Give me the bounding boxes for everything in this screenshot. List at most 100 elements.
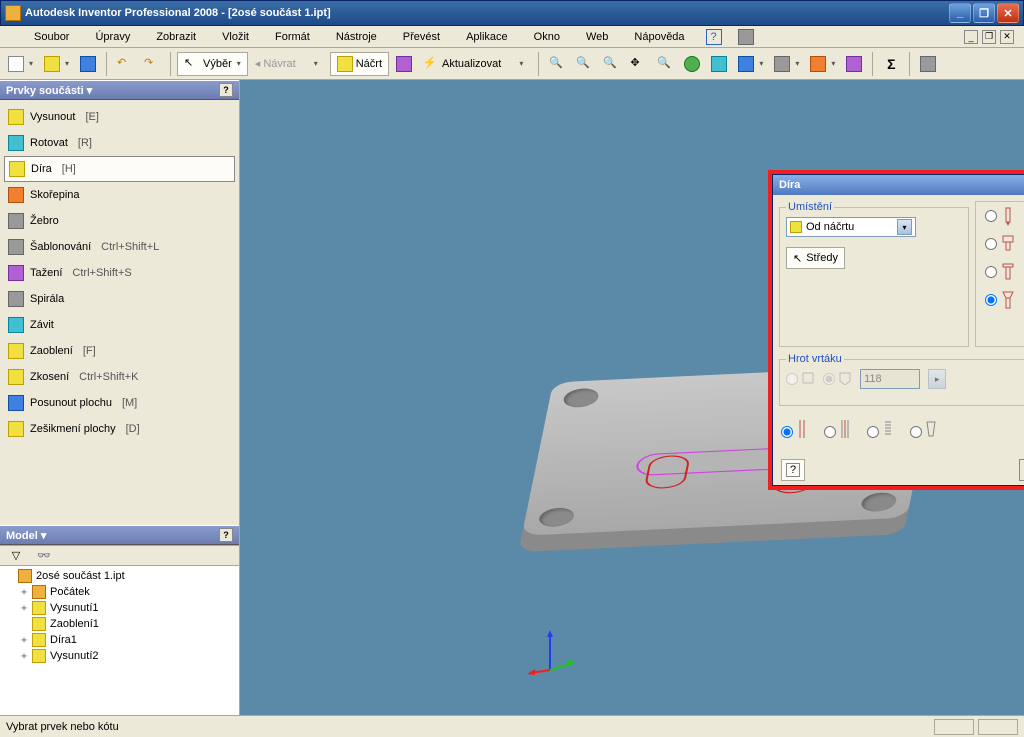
help-icon[interactable]: ?	[699, 25, 729, 49]
nacrt-button[interactable]: Náčrt	[330, 52, 389, 76]
feature-item[interactable]: Zaoblení[F]	[4, 338, 235, 364]
menu-soubor[interactable]: Soubor	[22, 29, 81, 45]
material-icon[interactable]	[842, 52, 866, 76]
dialog-titlebar[interactable]: Díra ✕	[773, 175, 1024, 195]
find-icon[interactable]: 👓	[32, 544, 56, 568]
zoom-window-icon[interactable]: 🔍	[572, 52, 596, 76]
select-button[interactable]: ↖Výběr	[177, 52, 248, 76]
mdi-restore[interactable]: ❐	[982, 30, 996, 44]
mdi-close[interactable]: ✕	[1000, 30, 1014, 44]
viewport[interactable]: Díra ✕ Umístění Od náčrtu ▾ ↖	[240, 80, 1024, 715]
zoom-dyn-icon[interactable]: 🔍	[599, 52, 623, 76]
menu-web[interactable]: Web	[574, 29, 620, 45]
shade-icon[interactable]	[770, 52, 803, 76]
tree-row[interactable]: +Vysunutí1	[4, 600, 235, 616]
zoom-all-icon[interactable]: 🔍	[545, 52, 569, 76]
feature-item[interactable]: Spirála	[4, 286, 235, 312]
orbit-icon[interactable]	[680, 52, 704, 76]
menu-format[interactable]: Formát	[263, 29, 322, 45]
feature-item[interactable]: Žebro	[4, 208, 235, 234]
viewcube-icon[interactable]	[734, 52, 767, 76]
feature-label: Žebro	[30, 215, 59, 227]
model-panel-help[interactable]: ?	[219, 528, 233, 542]
model-tree[interactable]: 2osé součást 1.ipt+Počátek+Vysunutí1Zaob…	[0, 566, 239, 715]
feature-shortcut: [D]	[126, 423, 140, 435]
tree-icon	[32, 601, 46, 615]
feature-item[interactable]: ZkoseníCtrl+Shift+K	[4, 364, 235, 390]
thread-tapped[interactable]	[867, 420, 894, 441]
thread-taper[interactable]	[910, 420, 937, 441]
lookat-icon[interactable]	[707, 52, 731, 76]
model-panel-header[interactable]: Model ▾ ?	[0, 525, 239, 545]
features-panel-header[interactable]: Prvky součásti ▾ ?	[0, 80, 239, 100]
menu-napoveda[interactable]: Nápověda	[622, 29, 696, 45]
tree-twisty[interactable]: +	[18, 651, 30, 662]
navrat-button[interactable]: ◂ Návrat	[251, 52, 300, 76]
feature-icon	[8, 135, 24, 151]
shadow-icon[interactable]	[806, 52, 839, 76]
drillpoint-angle[interactable]	[823, 371, 852, 388]
hole-type-counterbore[interactable]	[985, 234, 1015, 254]
feature-item[interactable]: Skořepina	[4, 182, 235, 208]
hole-type-spotface[interactable]	[985, 262, 1015, 282]
filter-icon[interactable]: ▽	[4, 544, 28, 568]
feature-item[interactable]: Rotovat[R]	[4, 130, 235, 156]
feature-item[interactable]: Vysunout[E]	[4, 104, 235, 130]
placement-dropdown[interactable]: Od náčrtu ▾	[786, 217, 916, 237]
thread-clearance[interactable]	[824, 420, 851, 441]
open-button[interactable]	[40, 52, 73, 76]
convert-icon[interactable]	[916, 52, 940, 76]
zoom-sel-icon[interactable]: 🔍	[653, 52, 677, 76]
minimize-button[interactable]: _	[949, 3, 971, 23]
menu-prevest[interactable]: Převést	[391, 29, 452, 45]
ok-button[interactable]: OK	[1019, 459, 1024, 481]
aktual-menu[interactable]	[508, 52, 532, 76]
tree-twisty[interactable]: +	[18, 635, 30, 646]
maximize-button[interactable]: ❐	[973, 3, 995, 23]
feature-icon	[8, 265, 24, 281]
new-button[interactable]	[4, 52, 37, 76]
constraint-icon[interactable]	[392, 52, 416, 76]
hole-type-drilled[interactable]	[985, 206, 1015, 226]
doc-icon	[6, 30, 20, 44]
menu-zobrazit[interactable]: Zobrazit	[144, 29, 208, 45]
tree-row[interactable]: Zaoblení1	[4, 616, 235, 632]
stress-icon[interactable]: Σ	[879, 52, 903, 76]
tree-row[interactable]: +Počátek	[4, 584, 235, 600]
tree-row[interactable]: +Vysunutí2	[4, 648, 235, 664]
wizard-icon[interactable]	[731, 25, 761, 49]
feature-label: Skořepina	[30, 189, 80, 201]
drillpoint-angle-field: 118	[860, 369, 920, 389]
aktualizovat-button[interactable]: ⚡Aktualizovat	[419, 52, 505, 76]
feature-item[interactable]: Díra[H]	[4, 156, 235, 182]
feature-item[interactable]: Zešikmení plochy[D]	[4, 416, 235, 442]
tree-row[interactable]: 2osé součást 1.ipt	[4, 568, 235, 584]
save-button[interactable]	[76, 52, 100, 76]
drillpoint-angle-spin: ▸	[928, 369, 946, 389]
tree-twisty[interactable]: +	[18, 587, 30, 598]
redo-button[interactable]: ↷	[140, 52, 164, 76]
menu-aplikace[interactable]: Aplikace	[454, 29, 520, 45]
hole-type-countersink[interactable]	[985, 290, 1015, 310]
tree-twisty[interactable]: +	[18, 603, 30, 614]
close-button[interactable]: ✕	[997, 3, 1019, 23]
feature-item[interactable]: Závit	[4, 312, 235, 338]
undo-button[interactable]: ↶	[113, 52, 137, 76]
feature-item[interactable]: ŠablonováníCtrl+Shift+L	[4, 234, 235, 260]
dropdown-arrow-icon[interactable]: ▾	[897, 219, 912, 235]
menu-upravy[interactable]: Úpravy	[83, 29, 142, 45]
tree-row[interactable]: +Díra1	[4, 632, 235, 648]
feature-item[interactable]: Posunout plochu[M]	[4, 390, 235, 416]
menu-nastroje[interactable]: Nástroje	[324, 29, 389, 45]
menu-vlozit[interactable]: Vložit	[210, 29, 261, 45]
dialog-help-button[interactable]: ?	[781, 459, 805, 481]
thread-simple[interactable]	[781, 420, 808, 441]
feature-item[interactable]: TaženíCtrl+Shift+S	[4, 260, 235, 286]
features-panel-help[interactable]: ?	[219, 83, 233, 97]
mdi-minimize[interactable]: _	[964, 30, 978, 44]
centers-button[interactable]: ↖ Středy	[786, 247, 845, 269]
drillpoint-flat[interactable]	[786, 371, 815, 388]
navrat-menu[interactable]	[303, 52, 327, 76]
pan-icon[interactable]: ✥	[626, 52, 650, 76]
menu-okno[interactable]: Okno	[522, 29, 572, 45]
